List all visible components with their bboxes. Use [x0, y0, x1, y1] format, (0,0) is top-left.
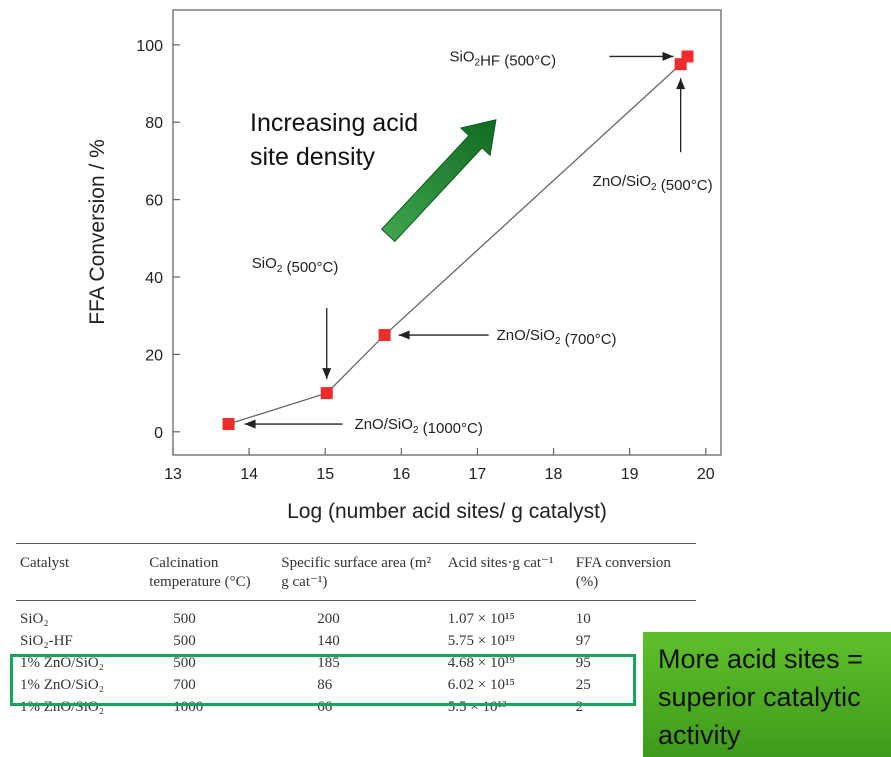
data-point — [681, 50, 694, 63]
table-header-cell: Specific surface area (m² g cat⁻¹) — [281, 555, 432, 590]
table-cell: 97 — [575, 633, 591, 649]
y-tick-label: 60 — [145, 193, 163, 210]
table-row: SiO₂-HF 500 140 5.75 × 10¹⁹ 97 — [16, 630, 696, 652]
x-tick-label: 17 — [469, 466, 487, 483]
point-label: SiO2 (500°C) — [252, 255, 339, 276]
table-cell: 95 — [575, 655, 591, 671]
table-cell: 200 — [317, 611, 340, 627]
y-tick-label: 40 — [145, 270, 163, 287]
table-cell: SiO₂ — [20, 611, 49, 627]
x-tick-label: 20 — [697, 466, 715, 483]
point-label: SiO2HF (500°C) — [450, 48, 557, 69]
data-point — [222, 418, 235, 431]
table-cell: 25 — [575, 677, 591, 693]
table-cell: SiO₂-HF — [20, 633, 73, 649]
x-tick-label: 18 — [545, 466, 563, 483]
table-cell: 500 — [173, 633, 196, 649]
data-points — [222, 50, 694, 431]
annotation-line-2: site density — [250, 143, 376, 171]
table-cell: 5.75 × 10¹⁹ — [447, 633, 515, 649]
data-point — [320, 387, 333, 400]
annotation-line-1: Increasing acid — [250, 109, 418, 137]
callout-line: More acid sites = — [658, 644, 863, 674]
axis-ticks: 13 14 15 16 17 18 19 20 0 20 40 60 80 100 — [136, 38, 714, 483]
point-label: ZnO/SiO2 (700°C) — [497, 327, 617, 348]
table-cell: 140 — [317, 633, 340, 649]
table-cell: 1.07 × 10¹⁵ — [447, 611, 515, 627]
table-cell: 1% ZnO/SiO₂ — [20, 655, 104, 671]
data-point — [378, 329, 391, 342]
table-header-cell: Catalyst — [20, 555, 70, 571]
annotation-text: Increasing acid site density — [250, 109, 425, 171]
increasing-trend-arrow — [380, 119, 497, 243]
arrow-head — [398, 330, 410, 340]
x-tick-label: 19 — [621, 466, 639, 483]
table-cell: 500 — [173, 611, 196, 627]
y-tick-label: 0 — [154, 425, 163, 442]
table-cell: 185 — [317, 655, 340, 671]
point-label: ZnO/SiO2 (500°C) — [593, 173, 713, 194]
x-tick-label: 15 — [316, 466, 334, 483]
y-tick-label: 80 — [145, 115, 163, 132]
table-header-cell: FFA conversion (%) — [575, 555, 671, 590]
y-tick-label: 20 — [145, 347, 163, 364]
callout-arrows — [244, 51, 686, 429]
plot-frame — [172, 9, 722, 456]
callout-line: superior catalytic — [658, 682, 861, 712]
table-row: 1% ZnO/SiO₂ 500 185 4.68 × 10¹⁹ 95 — [16, 652, 696, 674]
callout-line: activity — [658, 720, 741, 750]
table-cell: 500 — [173, 655, 196, 671]
table-cell: 2 — [575, 699, 584, 715]
table-header-row: Catalyst Calcination temperature (°C) Spec… — [16, 543, 696, 601]
conclusion-callout: More acid sites = superior catalytic act… — [643, 632, 891, 757]
y-axis-label: FFA Conversion / % — [86, 139, 109, 325]
table-cell: 700 — [173, 677, 196, 693]
arrow-head — [662, 51, 674, 61]
arrow-head — [322, 368, 332, 380]
point-labels: ZnO/SiO2 (1000°C) SiO2 (500°C) ZnO/SiO2 (7… — [252, 48, 713, 437]
table-cell: 86 — [317, 677, 333, 693]
y-tick-label: 100 — [136, 38, 163, 55]
table-header-cell: Acid sites·g cat⁻¹ — [447, 555, 554, 571]
ffa-conversion-chart: 13 14 15 16 17 18 19 20 0 20 40 60 80 100 ZnO/SiO2 (1… — [86, 9, 722, 523]
table-header-cell: Calcination temperature (°C) — [149, 555, 251, 590]
arrow-head — [676, 78, 686, 90]
table-row: SiO₂ 500 200 1.07 × 10¹⁵ 10 — [16, 601, 696, 631]
table-cell: 1% ZnO/SiO₂ — [20, 677, 104, 693]
table-row: 1% ZnO/SiO₂ 700 86 6.02 × 10¹⁵ 25 — [16, 674, 696, 696]
highlight-box — [10, 654, 636, 706]
arrow-head — [244, 419, 256, 429]
x-axis-label: Log (number acid sites/ g catalyst) — [287, 500, 607, 523]
point-label: ZnO/SiO2 (1000°C) — [355, 416, 483, 437]
x-tick-label: 16 — [392, 466, 410, 483]
table-cell: 10 — [575, 611, 591, 627]
x-tick-label: 13 — [164, 466, 182, 483]
table-cell: 4.68 × 10¹⁹ — [447, 655, 515, 671]
table-cell: 6.02 × 10¹⁵ — [447, 677, 515, 693]
x-tick-label: 14 — [240, 466, 258, 483]
